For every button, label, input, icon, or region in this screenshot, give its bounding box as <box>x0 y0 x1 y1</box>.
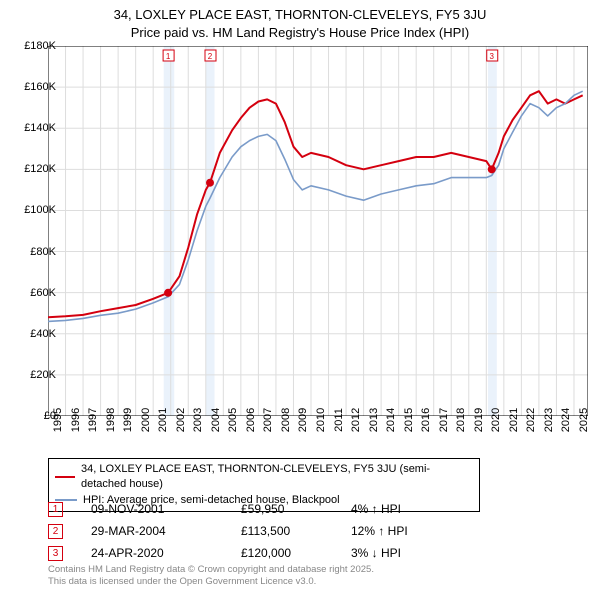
marker-pct: 4% ↑ HPI <box>351 502 471 516</box>
x-tick-label: 1996 <box>70 408 82 432</box>
legend-row: 34, LOXLEY PLACE EAST, THORNTON-CLEVELEY… <box>55 462 473 493</box>
x-tick-label: 2003 <box>192 408 204 432</box>
marker-number: 3 <box>53 548 59 559</box>
x-tick-label: 1995 <box>52 408 64 432</box>
x-tick-label: 2007 <box>262 408 274 432</box>
marker-pct: 12% ↑ HPI <box>351 524 471 538</box>
chart-svg: 1 2 3 <box>48 46 588 416</box>
x-tick-label: 2009 <box>297 408 309 432</box>
x-tick-label: 2005 <box>227 408 239 432</box>
y-tick-label: £100K <box>8 204 56 216</box>
footnote-line-1: Contains HM Land Registry data © Crown c… <box>48 564 374 576</box>
x-tick-label: 2015 <box>403 408 415 432</box>
x-tick-label: 2008 <box>280 408 292 432</box>
y-tick-label: £140K <box>8 122 56 134</box>
x-tick-label: 2016 <box>420 408 432 432</box>
marker-date: 09-NOV-2001 <box>91 502 241 516</box>
marker-number-box: 1 <box>48 502 63 517</box>
x-tick-label: 2006 <box>245 408 257 432</box>
x-tick-label: 2018 <box>455 408 467 432</box>
x-tick-label: 2025 <box>578 408 590 432</box>
markers-table: 1 09-NOV-2001 £59,950 4% ↑ HPI 2 29-MAR-… <box>48 498 471 564</box>
x-tick-label: 2019 <box>473 408 485 432</box>
marker-price: £59,950 <box>241 502 351 516</box>
legend-label: 34, LOXLEY PLACE EAST, THORNTON-CLEVELEY… <box>81 462 473 493</box>
chart-container: 34, LOXLEY PLACE EAST, THORNTON-CLEVELEY… <box>0 0 600 590</box>
marker-number: 1 <box>53 504 59 515</box>
y-tick-label: £120K <box>8 163 56 175</box>
svg-text:2: 2 <box>208 52 213 61</box>
marker-date: 24-APR-2020 <box>91 546 241 560</box>
svg-text:3: 3 <box>490 52 495 61</box>
x-tick-label: 2023 <box>543 408 555 432</box>
marker-number-box: 2 <box>48 524 63 539</box>
title-line-2: Price paid vs. HM Land Registry's House … <box>0 24 600 42</box>
footnote: Contains HM Land Registry data © Crown c… <box>48 564 374 588</box>
marker-date: 29-MAR-2004 <box>91 524 241 538</box>
x-tick-label: 2012 <box>350 408 362 432</box>
x-tick-label: 2002 <box>175 408 187 432</box>
footnote-line-2: This data is licensed under the Open Gov… <box>48 576 374 588</box>
y-tick-label: £40K <box>8 328 56 340</box>
marker-pct: 3% ↓ HPI <box>351 546 471 560</box>
legend-swatch <box>55 476 75 478</box>
x-tick-label: 2014 <box>385 408 397 432</box>
marker-row: 2 29-MAR-2004 £113,500 12% ↑ HPI <box>48 520 471 542</box>
x-tick-label: 2011 <box>333 408 345 432</box>
x-tick-label: 2024 <box>560 408 572 432</box>
x-tick-label: 1997 <box>87 408 99 432</box>
chart-area: 1 2 3 <box>48 46 588 416</box>
y-tick-label: £20K <box>8 369 56 381</box>
x-tick-label: 2013 <box>368 408 380 432</box>
marker-row: 1 09-NOV-2001 £59,950 4% ↑ HPI <box>48 498 471 520</box>
x-tick-label: 2021 <box>508 408 520 432</box>
marker-number: 2 <box>53 526 59 537</box>
x-tick-label: 2017 <box>438 408 450 432</box>
x-tick-label: 1998 <box>105 408 117 432</box>
x-tick-label: 2001 <box>157 408 169 432</box>
marker-price: £120,000 <box>241 546 351 560</box>
y-tick-label: £0 <box>8 410 56 422</box>
marker-number-box: 3 <box>48 546 63 561</box>
y-tick-label: £160K <box>8 81 56 93</box>
x-tick-label: 1999 <box>122 408 134 432</box>
title-block: 34, LOXLEY PLACE EAST, THORNTON-CLEVELEY… <box>0 0 600 41</box>
svg-text:1: 1 <box>166 52 171 61</box>
x-tick-label: 2020 <box>490 408 502 432</box>
title-line-1: 34, LOXLEY PLACE EAST, THORNTON-CLEVELEY… <box>0 6 600 24</box>
y-tick-label: £80K <box>8 246 56 258</box>
y-tick-label: £60K <box>8 287 56 299</box>
x-tick-label: 2022 <box>525 408 537 432</box>
x-tick-label: 2010 <box>315 408 327 432</box>
x-tick-label: 2000 <box>140 408 152 432</box>
marker-price: £113,500 <box>241 524 351 538</box>
y-tick-label: £180K <box>8 40 56 52</box>
x-tick-label: 2004 <box>210 408 222 432</box>
marker-row: 3 24-APR-2020 £120,000 3% ↓ HPI <box>48 542 471 564</box>
